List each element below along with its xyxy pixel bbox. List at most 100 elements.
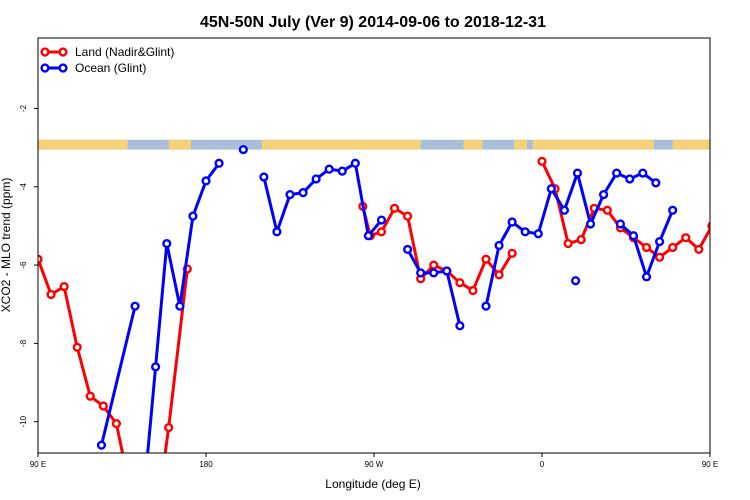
y-tick-label: -2 (19, 104, 28, 112)
data-point (46, 289, 56, 300)
data-point (298, 188, 308, 198)
data-point (214, 158, 224, 168)
series-ocean (96, 144, 750, 472)
x-tick-label: 90 E (30, 460, 46, 469)
data-point (376, 227, 387, 237)
data-point (638, 168, 648, 178)
data-point (455, 321, 465, 331)
data-point (98, 401, 108, 411)
map-land (672, 139, 710, 150)
data-point (130, 301, 140, 311)
data-point (416, 268, 426, 278)
data-point (612, 168, 622, 178)
data-point (494, 270, 504, 280)
series-line (262, 161, 383, 238)
y-tick-label: -6 (19, 261, 28, 269)
plot-frame (37, 37, 711, 454)
series-land (38, 156, 742, 472)
data-point (735, 244, 742, 251)
data-point (122, 465, 129, 472)
data-point (570, 276, 581, 286)
data-point (507, 217, 517, 227)
data-point (625, 174, 635, 184)
data-point (175, 301, 185, 311)
series-line (540, 160, 710, 259)
legend-label: Ocean (Glint) (75, 61, 146, 75)
series-layer (38, 144, 750, 472)
data-point (641, 242, 652, 253)
data-point (59, 282, 69, 292)
map-land (514, 139, 528, 150)
data-point (494, 240, 504, 251)
series-line (163, 268, 189, 453)
data-point (429, 260, 439, 270)
data-point (164, 422, 174, 433)
data-point (654, 236, 665, 247)
data-point (350, 158, 360, 168)
data-point (572, 168, 583, 178)
world-map-strip (38, 139, 710, 150)
data-point (429, 268, 439, 278)
data-point (585, 219, 596, 229)
data-point (337, 166, 347, 176)
series-line (100, 305, 137, 446)
y-tick-label: -10 (19, 415, 28, 427)
legend-marker (40, 47, 50, 57)
data-point (598, 190, 609, 200)
series-line (731, 234, 750, 351)
data-point (481, 301, 491, 311)
data-point (285, 190, 295, 200)
data-point (72, 342, 82, 352)
data-point (651, 178, 661, 188)
data-point (143, 465, 150, 472)
y-tick-label: -8 (19, 339, 28, 347)
data-point (668, 242, 678, 253)
data-point (201, 176, 211, 186)
map-land (463, 139, 483, 150)
map-land (38, 139, 128, 150)
legend: Land (Nadir&Glint) Ocean (Glint) (40, 45, 174, 75)
data-point (654, 252, 665, 262)
data-point (641, 272, 652, 282)
data-point (403, 211, 413, 221)
x-tick-label: 180 (199, 460, 213, 469)
legend-label: Land (Nadir&Glint) (75, 45, 174, 59)
data-point (740, 250, 747, 257)
map-land (532, 139, 654, 150)
data-point (162, 238, 172, 249)
data-point (727, 254, 734, 261)
x-tick-label: 90 E (702, 460, 718, 469)
data-point (188, 211, 198, 221)
data-point (546, 184, 556, 194)
data-point (576, 235, 586, 245)
data-point (481, 254, 491, 264)
y-tick-label: -4 (19, 183, 28, 191)
data-point (707, 221, 710, 231)
data-point (376, 215, 387, 225)
x-tick-label: 90 W (365, 460, 384, 469)
data-point (694, 244, 704, 255)
data-point (85, 391, 95, 401)
map-land (262, 139, 421, 150)
data-point (537, 156, 547, 166)
data-point (615, 219, 626, 229)
data-point (668, 205, 678, 215)
x-axis-label: Longitude (deg E) (325, 477, 420, 491)
data-point (563, 238, 573, 249)
data-point (628, 231, 639, 241)
y-axis: -2 -4 -6 -8 -10 (19, 104, 38, 427)
data-point (520, 227, 530, 237)
legend-marker (40, 63, 50, 73)
data-point (722, 230, 729, 237)
data-point (160, 465, 167, 472)
data-point (507, 248, 517, 258)
data-point (259, 172, 269, 182)
x-axis: 90 E 180 90 W 0 90 E (30, 453, 718, 469)
data-point (38, 254, 43, 264)
data-point (363, 231, 374, 241)
legend-marker (58, 47, 68, 57)
data-point (681, 233, 691, 243)
data-point (389, 203, 400, 213)
data-point (442, 266, 452, 276)
